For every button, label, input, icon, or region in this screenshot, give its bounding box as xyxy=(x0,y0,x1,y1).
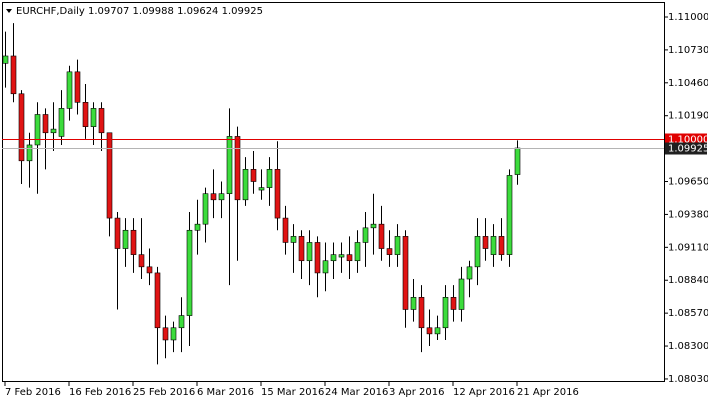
candle-body xyxy=(58,108,65,137)
candle-body xyxy=(274,169,281,219)
candle-body xyxy=(314,242,321,274)
y-tick-label: 1.09650 xyxy=(668,177,708,188)
candle-body xyxy=(234,136,241,201)
price-label: 1.09925 xyxy=(668,144,708,155)
y-tick-label: 1.10190 xyxy=(668,111,708,122)
y-tick-label: 1.10730 xyxy=(668,45,708,56)
x-tick-label: 7 Feb 2016 xyxy=(5,387,61,398)
candle-body xyxy=(74,71,81,103)
candle-body xyxy=(114,217,121,249)
candle-body xyxy=(298,236,305,262)
candle-body xyxy=(218,193,225,201)
candle-body xyxy=(226,136,233,195)
y-tick-label: 1.08570 xyxy=(668,308,708,319)
candle-body xyxy=(362,227,369,243)
x-tick-label: 15 Mar 2016 xyxy=(261,387,324,398)
y-tick-label: 1.08030 xyxy=(668,374,708,385)
candle-body xyxy=(370,223,377,229)
x-tick-label: 3 Apr 2016 xyxy=(389,387,444,398)
candle-body xyxy=(346,254,353,262)
price-label: 1.10000 xyxy=(668,135,708,146)
candle-body xyxy=(418,296,425,329)
x-tick-label: 24 Mar 2016 xyxy=(325,387,388,398)
x-tick-label: 6 Mar 2016 xyxy=(197,387,254,398)
menu-arrow xyxy=(6,9,12,13)
y-tick-label: 1.09380 xyxy=(668,209,708,220)
candle-body xyxy=(178,315,185,329)
candle-body xyxy=(138,254,145,268)
y-tick-label: 1.10460 xyxy=(668,78,708,89)
x-tick-label: 12 Apr 2016 xyxy=(453,387,515,398)
candle-body xyxy=(506,175,513,255)
candle-body xyxy=(90,108,97,127)
candle-body xyxy=(514,147,521,175)
candle-body xyxy=(2,55,9,64)
candle-body xyxy=(66,71,73,109)
candle-body xyxy=(98,108,105,134)
candle-body xyxy=(282,217,289,243)
candle-body xyxy=(322,260,329,274)
y-tick-label: 1.09110 xyxy=(668,242,708,253)
candle-body xyxy=(490,236,497,255)
candle-body xyxy=(442,296,449,329)
candle-body xyxy=(258,187,265,191)
candle-body xyxy=(266,169,273,188)
candle-body xyxy=(482,236,489,249)
candle-body xyxy=(162,327,169,341)
x-tick-label: 16 Feb 2016 xyxy=(69,387,131,398)
candle-body xyxy=(10,55,17,95)
x-tick-label: 25 Feb 2016 xyxy=(133,387,195,398)
x-tick-label: 21 Apr 2016 xyxy=(517,387,579,398)
candle-body xyxy=(426,327,433,335)
candle-body xyxy=(394,236,401,255)
candle-body xyxy=(386,248,393,255)
candle-body xyxy=(50,128,57,134)
candle-body xyxy=(186,229,193,316)
candle-body xyxy=(42,114,49,134)
candle-body xyxy=(498,236,505,255)
candle-body xyxy=(466,266,473,280)
price-label-box xyxy=(665,142,707,155)
candle-body xyxy=(242,169,249,201)
candle-body xyxy=(170,327,177,341)
candle-body xyxy=(458,278,465,310)
candle-body xyxy=(130,229,137,255)
candle-body xyxy=(306,242,313,262)
candle-body xyxy=(434,327,441,335)
candle-body xyxy=(146,266,153,274)
candle-body xyxy=(354,242,361,262)
candle-body xyxy=(250,169,257,182)
candle-body xyxy=(210,193,217,201)
candle-body xyxy=(122,229,129,249)
candle-body xyxy=(338,254,345,258)
candle-body xyxy=(106,132,113,219)
y-tick-label: 1.11000 xyxy=(668,12,708,23)
y-tick-label: 1.08300 xyxy=(668,341,708,352)
candle-body xyxy=(194,223,201,231)
candle-body xyxy=(202,193,209,225)
candle-body xyxy=(290,236,297,243)
candle-body xyxy=(450,296,457,310)
candle-body xyxy=(34,114,41,146)
y-tick-label: 1.08840 xyxy=(668,275,708,286)
plot-frame xyxy=(2,2,665,382)
candle-body xyxy=(410,296,417,310)
candle-body xyxy=(330,254,337,262)
candle-body xyxy=(82,102,89,127)
chart-title: EURCHF,Daily 1.09707 1.09988 1.09624 1.0… xyxy=(16,6,263,17)
candle-body xyxy=(154,272,161,329)
candle-body xyxy=(402,236,409,310)
candle-body xyxy=(474,236,481,268)
candle-body xyxy=(378,223,385,249)
candle-body xyxy=(26,144,33,162)
candle-body xyxy=(18,93,25,162)
